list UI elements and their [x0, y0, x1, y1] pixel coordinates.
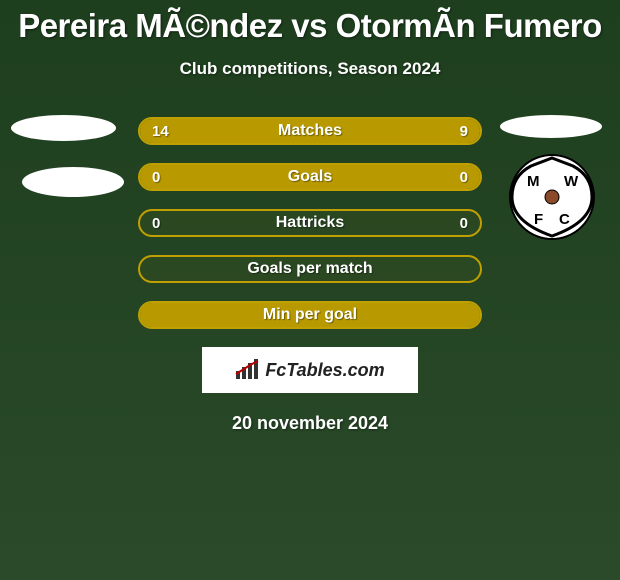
stat-label: Goals per match — [140, 257, 480, 281]
stat-row: 149Matches — [138, 117, 482, 145]
date-text: 20 november 2024 — [0, 413, 620, 434]
stat-row: 00Hattricks — [138, 209, 482, 237]
page-title: Pereira MÃ©ndez vs OtormÃ­n Fumero — [0, 0, 620, 45]
page-subtitle: Club competitions, Season 2024 — [0, 59, 620, 79]
player-right-logo: M W F C — [500, 115, 610, 245]
stat-row: Goals per match — [138, 255, 482, 283]
ellipse-shape — [500, 115, 602, 138]
stat-label: Min per goal — [140, 303, 480, 327]
ellipse-shape — [11, 115, 116, 141]
stat-label: Matches — [140, 119, 480, 143]
stat-label: Goals — [140, 165, 480, 189]
svg-text:M: M — [527, 173, 540, 190]
player-left-logo — [8, 115, 118, 197]
svg-text:C: C — [559, 211, 570, 228]
stat-row: Min per goal — [138, 301, 482, 329]
brand-text: FcTables.com — [265, 360, 384, 381]
brand-box: FcTables.com — [202, 347, 418, 393]
bar-chart-icon — [235, 359, 261, 381]
svg-text:F: F — [534, 211, 543, 228]
ellipse-shape — [22, 167, 124, 197]
stat-label: Hattricks — [140, 211, 480, 235]
club-badge-icon: M W F C — [502, 154, 602, 240]
svg-text:W: W — [564, 173, 579, 190]
stat-row: 00Goals — [138, 163, 482, 191]
